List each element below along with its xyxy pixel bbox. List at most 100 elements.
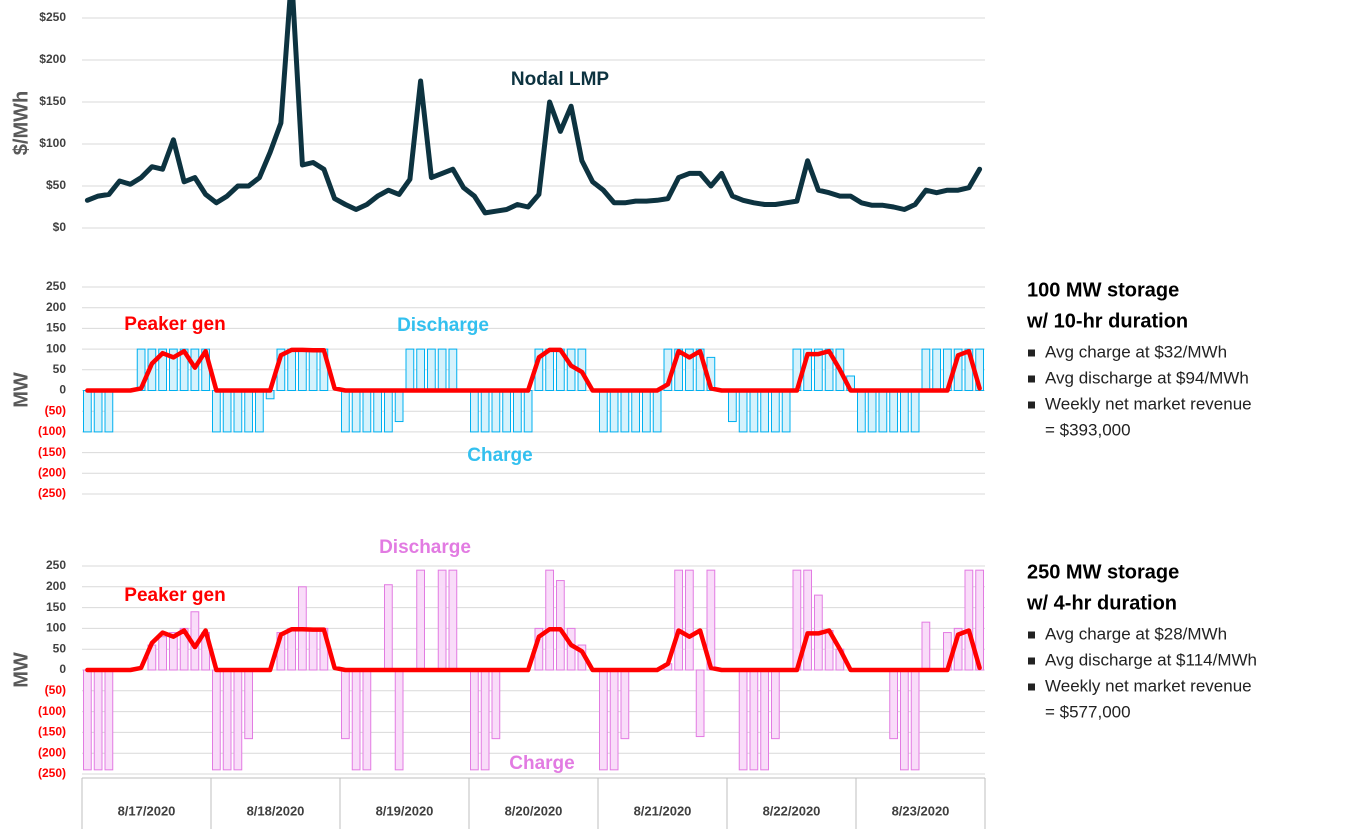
x-tick-label: 8/18/2020 — [247, 803, 305, 818]
bar — [341, 669, 350, 740]
plot-area — [84, 0, 983, 216]
bar — [212, 390, 221, 433]
bar — [480, 669, 490, 771]
bar — [878, 390, 888, 433]
y-tick-label: (50) — [45, 683, 66, 697]
x-tick-label: 8/23/2020 — [892, 803, 950, 818]
bar — [448, 569, 458, 671]
bar — [620, 669, 630, 740]
line — [85, 626, 982, 673]
bar — [362, 669, 372, 771]
bar — [437, 348, 447, 392]
note-title: 100 MW storage — [1027, 279, 1179, 301]
y-tick-label: (150) — [38, 445, 66, 459]
bar — [695, 669, 705, 738]
bar — [502, 390, 511, 433]
bar — [416, 348, 425, 392]
bar — [427, 348, 436, 392]
y-tick-label: 150 — [46, 600, 66, 614]
bar — [93, 669, 103, 771]
bar — [545, 348, 554, 392]
y-tick-label: 150 — [46, 321, 66, 335]
note-title: w/ 4-hr duration — [1026, 592, 1177, 614]
plot-area — [83, 569, 984, 771]
bar — [652, 390, 662, 433]
bar — [760, 390, 769, 433]
bar — [932, 348, 941, 392]
y-tick-label: (250) — [38, 766, 66, 780]
annotation: Discharge — [379, 537, 471, 558]
bar — [437, 569, 447, 671]
bar — [910, 669, 920, 771]
bar — [416, 569, 425, 671]
y-tick-label: 100 — [46, 621, 66, 635]
bar — [298, 348, 307, 392]
bar — [620, 390, 630, 433]
bar — [964, 569, 974, 671]
bar — [394, 669, 404, 771]
bar — [255, 390, 264, 433]
bar — [781, 390, 791, 433]
bar — [642, 390, 651, 433]
bar — [857, 390, 866, 433]
bar — [222, 669, 232, 771]
bar — [104, 669, 114, 771]
bar — [491, 390, 501, 433]
bar — [867, 390, 877, 433]
bar — [83, 390, 92, 433]
y-tick-label: (200) — [38, 745, 66, 759]
x-tick-label: 8/20/2020 — [505, 803, 563, 818]
bar — [384, 390, 393, 433]
bar — [749, 390, 759, 433]
bar — [158, 348, 167, 392]
bar — [674, 569, 683, 671]
bar — [889, 669, 898, 740]
bar — [351, 390, 361, 433]
y-tick-label: $150 — [39, 94, 66, 108]
note-text: = $393,000 — [1045, 420, 1131, 439]
bar — [244, 669, 253, 740]
x-tick-label: 8/22/2020 — [763, 803, 821, 818]
bar — [351, 669, 361, 771]
bar — [631, 390, 640, 433]
bar — [169, 632, 178, 671]
plot-area — [83, 347, 984, 433]
bar — [491, 669, 501, 740]
bar — [405, 348, 415, 392]
note-text: Avg discharge at $94/MWh — [1045, 368, 1249, 387]
bar — [373, 390, 382, 433]
bar — [212, 669, 221, 771]
bar — [609, 390, 619, 433]
bullet — [1028, 375, 1035, 383]
bar — [470, 669, 479, 771]
bar — [513, 390, 522, 433]
y-tick-label: (150) — [38, 725, 66, 739]
bar — [308, 348, 318, 392]
bar — [362, 390, 372, 433]
bar — [83, 669, 92, 771]
y-tick-label: $250 — [39, 10, 66, 24]
bar — [341, 390, 350, 433]
y-tick-label: (100) — [38, 424, 66, 438]
y-tick-label: (200) — [38, 465, 66, 479]
bar — [685, 569, 694, 671]
bar — [158, 636, 167, 671]
bar — [222, 390, 232, 433]
line — [84, 0, 983, 216]
line — [85, 347, 982, 393]
bar — [448, 348, 458, 392]
bar — [921, 348, 931, 392]
x-tick-label: 8/17/2020 — [118, 803, 176, 818]
y-tick-label: $100 — [39, 136, 66, 150]
y-tick-label: $50 — [46, 178, 66, 192]
x-tick-label: 8/21/2020 — [634, 803, 692, 818]
bar — [738, 390, 748, 433]
annotation: Peaker gen — [124, 585, 225, 606]
bar — [169, 348, 178, 392]
bar — [760, 669, 769, 771]
bar — [900, 669, 909, 771]
bar — [93, 390, 103, 433]
bullet — [1028, 657, 1035, 665]
bar — [384, 584, 393, 671]
